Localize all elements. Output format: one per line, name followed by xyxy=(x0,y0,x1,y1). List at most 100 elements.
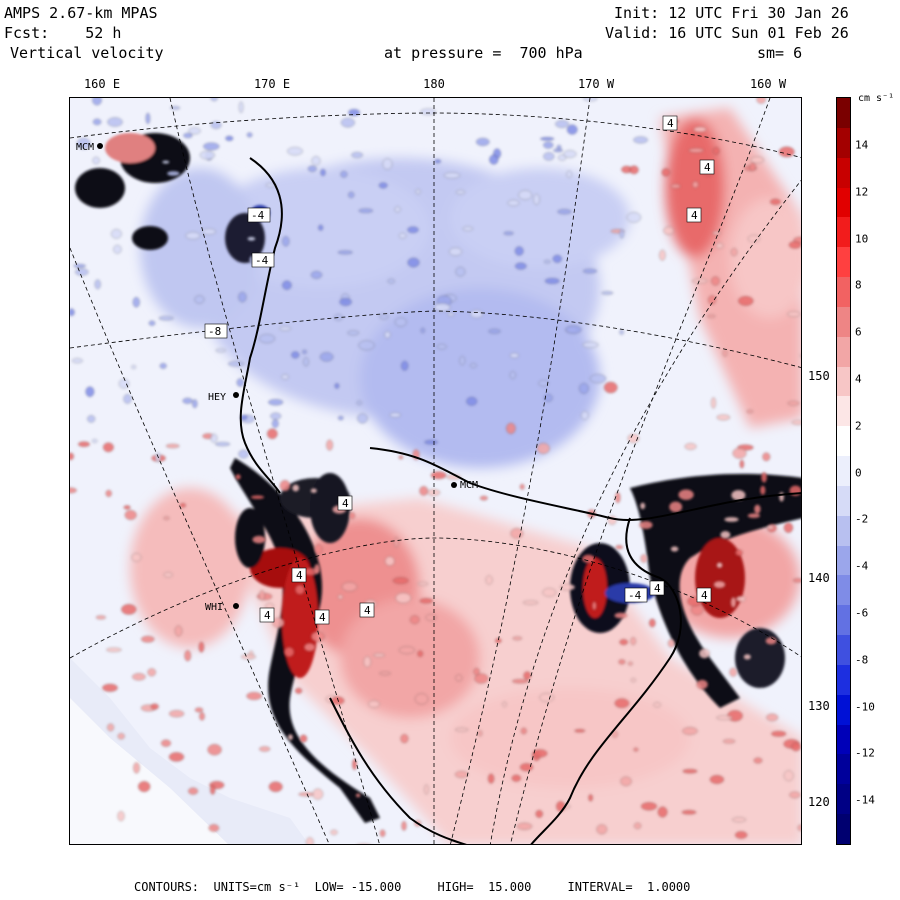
speckle xyxy=(630,637,637,646)
speckle xyxy=(338,415,344,421)
contour-label-7: -4 xyxy=(251,252,275,268)
speckle xyxy=(670,184,681,189)
speckle xyxy=(506,422,516,434)
speckle xyxy=(192,399,198,409)
speckle xyxy=(582,554,595,564)
speckle xyxy=(692,181,699,188)
speckle xyxy=(417,650,424,657)
speckle xyxy=(415,189,421,195)
speckle xyxy=(447,312,455,317)
colorbar-segment xyxy=(837,545,850,576)
speckle xyxy=(800,354,801,358)
speckle xyxy=(716,562,723,569)
speckle xyxy=(358,340,375,351)
speckle xyxy=(601,291,614,295)
speckle xyxy=(722,739,736,744)
speckle xyxy=(519,763,534,772)
speckle xyxy=(199,150,215,160)
speckle xyxy=(341,582,358,592)
speckle xyxy=(123,505,131,510)
speckle xyxy=(542,588,557,597)
speckle xyxy=(268,399,284,406)
speckle xyxy=(417,581,429,586)
colorbar-tick-label: -14 xyxy=(855,793,875,807)
speckle xyxy=(489,154,499,165)
speckle xyxy=(466,396,478,406)
speckle xyxy=(633,747,639,752)
speckle xyxy=(732,817,747,823)
speckle xyxy=(788,241,801,249)
speckle xyxy=(653,702,661,708)
speckle xyxy=(298,792,315,797)
speckle xyxy=(581,411,589,420)
speckle xyxy=(121,604,137,615)
station-whi-marker xyxy=(233,603,239,609)
speckle xyxy=(145,112,151,124)
speckle xyxy=(379,314,389,320)
colorbar-segment xyxy=(837,277,850,308)
speckle xyxy=(787,400,800,406)
speckle xyxy=(698,648,710,659)
speckle xyxy=(557,209,572,215)
contour-label-12: 4 xyxy=(259,607,275,623)
svg-text:-8: -8 xyxy=(208,325,221,338)
colorbar-segment xyxy=(837,127,850,159)
speckle xyxy=(713,580,726,589)
speckle xyxy=(434,303,451,312)
svg-text:-4: -4 xyxy=(255,254,269,267)
speckle xyxy=(311,631,325,642)
svg-text:4: 4 xyxy=(701,589,708,602)
colorbar-segment xyxy=(837,456,850,487)
speckle xyxy=(163,572,173,578)
speckle xyxy=(519,483,525,490)
svg-text:4: 4 xyxy=(704,161,711,174)
speckle xyxy=(767,525,774,530)
speckle xyxy=(619,228,625,239)
speckle xyxy=(454,770,469,778)
speckle xyxy=(314,563,321,575)
speckle xyxy=(488,328,501,334)
footer-interval-value: 1.0000 xyxy=(647,880,691,894)
speckle xyxy=(382,158,393,170)
speckle xyxy=(462,226,474,231)
speckle xyxy=(520,727,527,735)
speckle xyxy=(279,480,291,492)
svg-text:4: 4 xyxy=(296,569,303,582)
speckle xyxy=(70,487,77,494)
speckle xyxy=(716,414,731,421)
svg-text:4: 4 xyxy=(691,209,698,222)
contour-label-6: -4 xyxy=(247,207,271,223)
speckle xyxy=(682,769,698,774)
valid-label: Valid: xyxy=(605,24,660,42)
speckle xyxy=(236,378,244,387)
speckle xyxy=(291,351,300,359)
speckle xyxy=(477,730,483,737)
colorbar-tick-label: 10 xyxy=(855,232,869,246)
speckle xyxy=(583,268,597,274)
speckle xyxy=(326,439,333,451)
speckle xyxy=(162,160,170,164)
speckle xyxy=(78,441,90,447)
speckle xyxy=(379,829,386,837)
speckle xyxy=(70,308,75,316)
speckle xyxy=(552,254,562,263)
speckle xyxy=(503,231,514,236)
speckle xyxy=(287,734,294,741)
colorbar-segment xyxy=(837,605,850,636)
lon-label-160w: 160 W xyxy=(749,77,787,91)
speckle xyxy=(330,829,338,836)
speckle xyxy=(459,356,466,366)
speckle xyxy=(750,156,764,164)
graticule xyxy=(70,98,801,844)
speckle xyxy=(709,775,724,784)
speckle xyxy=(669,501,683,513)
speckle xyxy=(400,734,409,744)
speckle xyxy=(199,712,205,721)
svg-text:4: 4 xyxy=(342,497,349,510)
speckle xyxy=(394,317,407,327)
speckle xyxy=(259,746,271,752)
speckle xyxy=(766,713,779,722)
speckle xyxy=(430,471,447,480)
speckle xyxy=(215,348,226,353)
colorbar-segment xyxy=(837,217,850,248)
